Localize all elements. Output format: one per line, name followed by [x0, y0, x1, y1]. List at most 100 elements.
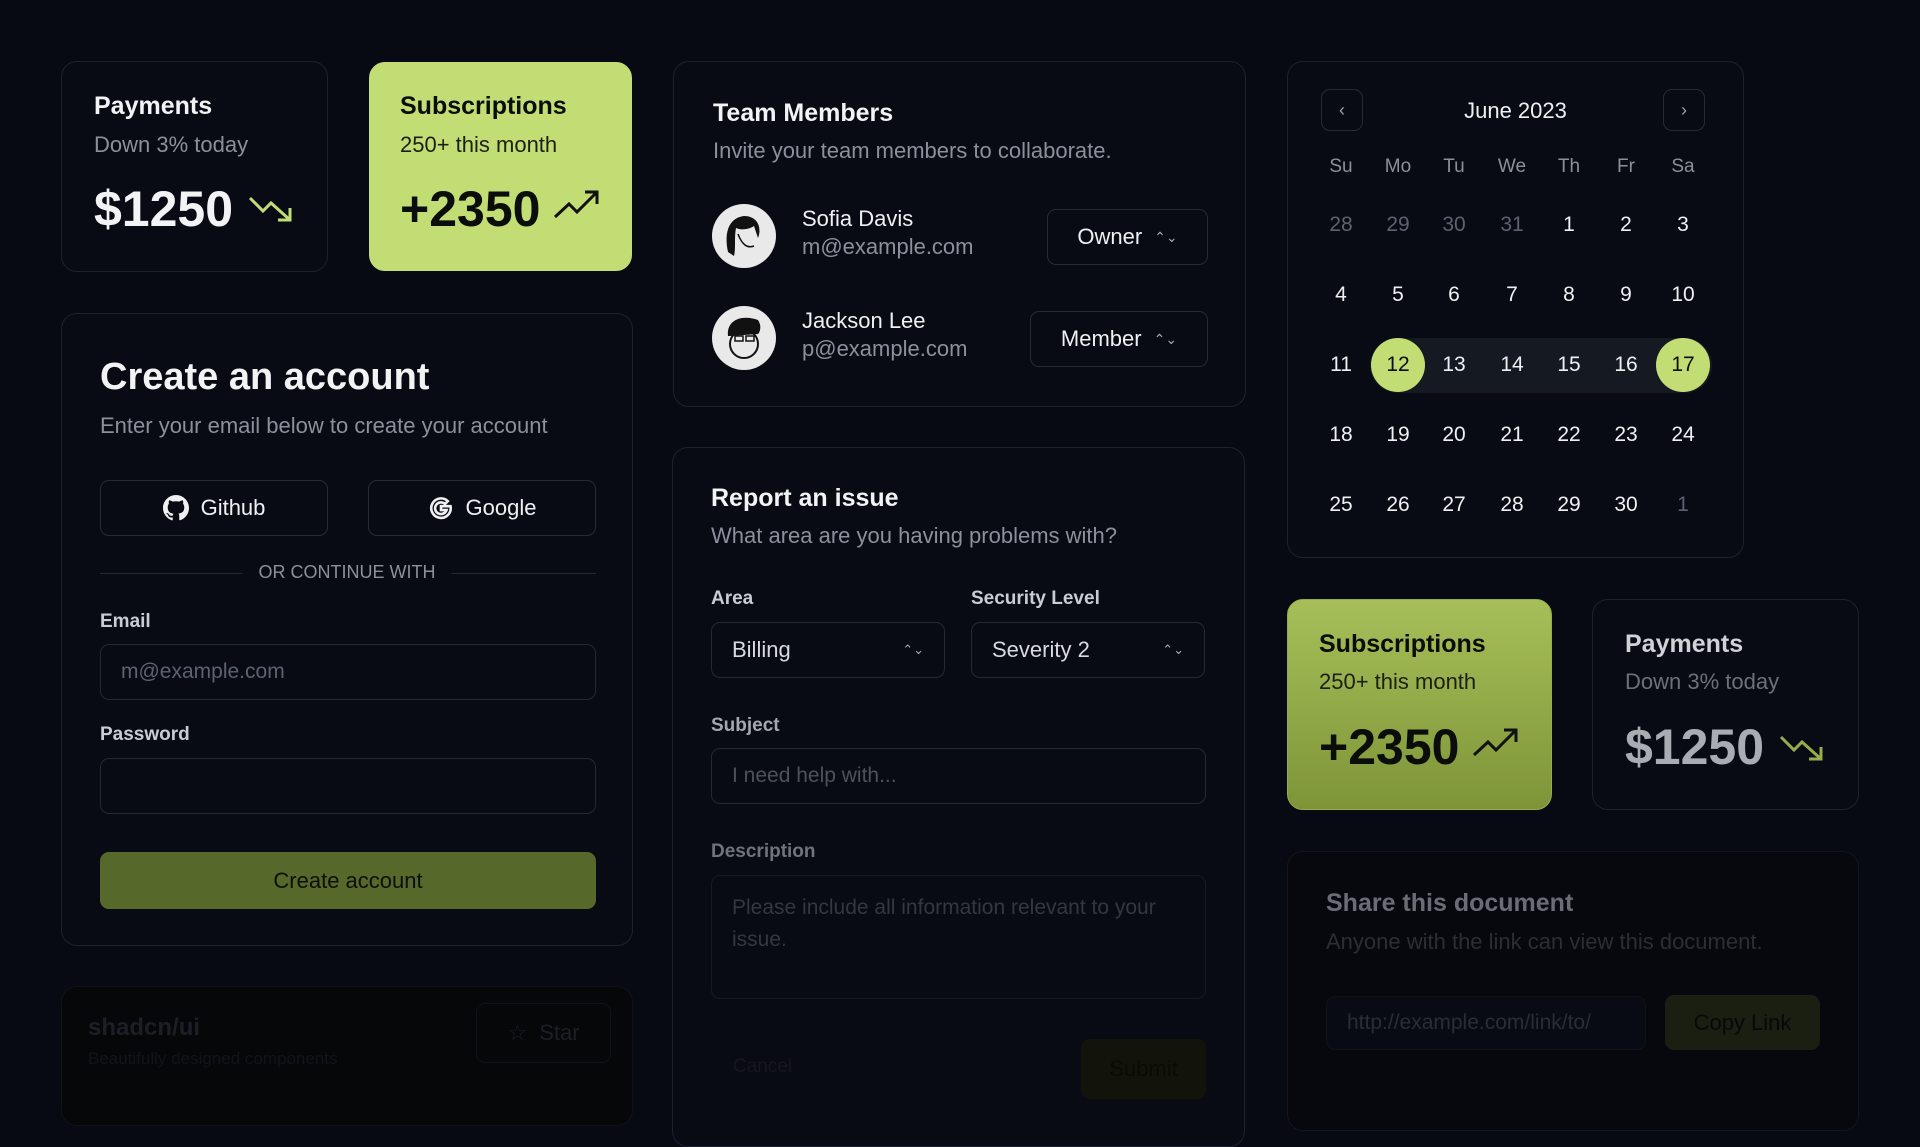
- card-value: $1250: [94, 181, 234, 237]
- weekday-header: Mo: [1384, 156, 1412, 177]
- password-label: Password: [100, 724, 190, 745]
- calendar-day[interactable]: 23: [1614, 423, 1638, 446]
- weekday-header: Sa: [1671, 156, 1695, 177]
- calendar-day[interactable]: 2: [1620, 213, 1632, 236]
- card-subtitle: 250+ this month: [1319, 669, 1477, 694]
- calendar-day[interactable]: 3: [1677, 213, 1689, 236]
- submit-button[interactable]: Submit: [1081, 1039, 1206, 1099]
- security-level-select[interactable]: Severity 2 ⌃⌄: [971, 622, 1205, 678]
- selected-range: [1370, 338, 1712, 393]
- calendar-day[interactable]: 31: [1500, 213, 1524, 236]
- calendar-day[interactable]: 13: [1442, 353, 1466, 376]
- card-title: Payments: [94, 92, 213, 120]
- calendar-day[interactable]: 10: [1671, 283, 1695, 306]
- description-textarea[interactable]: Please include all information relevant …: [711, 875, 1206, 999]
- calendar-day[interactable]: 29: [1386, 213, 1410, 236]
- calendar-day[interactable]: 1: [1677, 493, 1689, 516]
- calendar-day[interactable]: 20: [1442, 423, 1466, 446]
- calendar-day[interactable]: 28: [1500, 493, 1524, 516]
- calendar-card: ‹ June 2023 › Su Mo Tu We Th Fr Sa 28 29 30 31 1 2 3 4…: [1287, 61, 1744, 558]
- subscriptions-card: Subscriptions 250+ this month +2350: [369, 62, 632, 271]
- calendar-day[interactable]: 14: [1500, 353, 1524, 376]
- card-subtitle: What area are you having problems with?: [711, 523, 1117, 548]
- card-value: +2350: [400, 181, 541, 237]
- star-icon: ☆: [507, 1020, 528, 1045]
- report-issue-card: Report an issue What area are you having…: [672, 447, 1245, 1147]
- calendar-day[interactable]: 17: [1656, 338, 1710, 392]
- calendar-day[interactable]: 26: [1386, 493, 1410, 516]
- calendar-day[interactable]: 1: [1563, 213, 1575, 236]
- email-label: Email: [100, 611, 151, 632]
- calendar-day[interactable]: 4: [1335, 283, 1347, 306]
- card-subtitle: Invite your team members to collaborate.: [713, 138, 1112, 163]
- calendar-day[interactable]: 11: [1330, 353, 1352, 376]
- google-icon: [429, 497, 452, 520]
- calendar-day[interactable]: 22: [1557, 423, 1581, 446]
- calendar-day[interactable]: 19: [1386, 423, 1410, 446]
- github-button[interactable]: Github: [100, 480, 328, 536]
- calendar-day[interactable]: 27: [1442, 493, 1466, 516]
- calendar-day[interactable]: 12: [1371, 338, 1425, 392]
- role-select[interactable]: Owner ⌃⌄: [1047, 209, 1208, 265]
- create-account-button[interactable]: Create account: [100, 852, 596, 909]
- share-link-input[interactable]: http://example.com/link/to/: [1326, 996, 1646, 1050]
- prev-month-button[interactable]: ‹: [1321, 89, 1363, 131]
- role-select[interactable]: Member ⌃⌄: [1030, 311, 1208, 367]
- weekday-header: We: [1497, 156, 1527, 177]
- calendar-day[interactable]: 29: [1557, 493, 1581, 516]
- calendar-day[interactable]: 24: [1671, 423, 1695, 446]
- calendar-day[interactable]: 28: [1329, 213, 1353, 236]
- weekday-header: Su: [1329, 156, 1353, 177]
- role-value: Member: [1060, 326, 1142, 351]
- calendar-day[interactable]: 8: [1563, 283, 1575, 306]
- card-subtitle: Anyone with the link can view this docum…: [1326, 929, 1763, 954]
- subject-label: Subject: [711, 715, 780, 736]
- next-month-button[interactable]: ›: [1663, 89, 1705, 131]
- calendar-day[interactable]: 15: [1557, 353, 1581, 376]
- subject-input[interactable]: I need help with...: [711, 748, 1206, 804]
- subscriptions-card: Subscriptions 250+ this month +2350: [1287, 599, 1552, 810]
- cancel-button[interactable]: Cancel: [733, 1056, 793, 1077]
- avatar: [712, 204, 776, 268]
- weekday-header: Tu: [1443, 156, 1465, 177]
- area-select[interactable]: Billing ⌃⌄: [711, 622, 945, 678]
- card-title: Team Members: [713, 99, 894, 127]
- calendar-day[interactable]: 7: [1506, 283, 1518, 306]
- role-value: Owner: [1077, 224, 1143, 249]
- trending-up-icon: [1472, 728, 1518, 757]
- calendar-day[interactable]: 6: [1448, 283, 1460, 306]
- card-title: Create an account: [100, 356, 430, 398]
- security-value: Severity 2: [992, 637, 1090, 662]
- weekday-header: Fr: [1617, 156, 1635, 177]
- calendar-day[interactable]: 16: [1614, 353, 1638, 376]
- calendar-month: June 2023: [1464, 98, 1567, 123]
- calendar-day[interactable]: 18: [1329, 423, 1353, 446]
- chevron-right-icon: ›: [1681, 99, 1687, 120]
- copy-link-button[interactable]: Copy Link: [1665, 995, 1820, 1050]
- card-title: Subscriptions: [1319, 630, 1486, 658]
- card-subtitle: Down 3% today: [1625, 669, 1780, 694]
- description-label: Description: [711, 841, 816, 862]
- card-value: $1250: [1625, 719, 1765, 775]
- create-account-card: Create an account Enter your email below…: [61, 313, 633, 946]
- calendar-day[interactable]: 30: [1442, 213, 1466, 236]
- calendar-day[interactable]: 30: [1614, 493, 1638, 516]
- trending-up-icon: [553, 190, 599, 219]
- google-button[interactable]: Google: [368, 480, 596, 536]
- member-email: p@example.com: [802, 336, 968, 361]
- calendar-day[interactable]: 9: [1620, 283, 1632, 306]
- calendar-day[interactable]: 25: [1329, 493, 1353, 516]
- avatar: [712, 306, 776, 370]
- repo-title: shadcn/ui: [88, 1014, 201, 1041]
- card-subtitle: Enter your email below to create your ac…: [100, 413, 548, 438]
- star-button[interactable]: ☆ Star: [476, 1003, 611, 1063]
- password-input[interactable]: [100, 758, 596, 814]
- member-name: Jackson Lee: [802, 308, 926, 333]
- card-subtitle: 250+ this month: [400, 132, 558, 157]
- security-level-label: Security Level: [971, 588, 1100, 609]
- calendar-day[interactable]: 21: [1500, 423, 1524, 446]
- team-members-card: Team Members Invite your team members to…: [673, 61, 1246, 407]
- calendar-day[interactable]: 5: [1392, 283, 1404, 306]
- share-document-card: Share this document Anyone with the link…: [1287, 851, 1859, 1131]
- email-input[interactable]: m@example.com: [100, 644, 596, 700]
